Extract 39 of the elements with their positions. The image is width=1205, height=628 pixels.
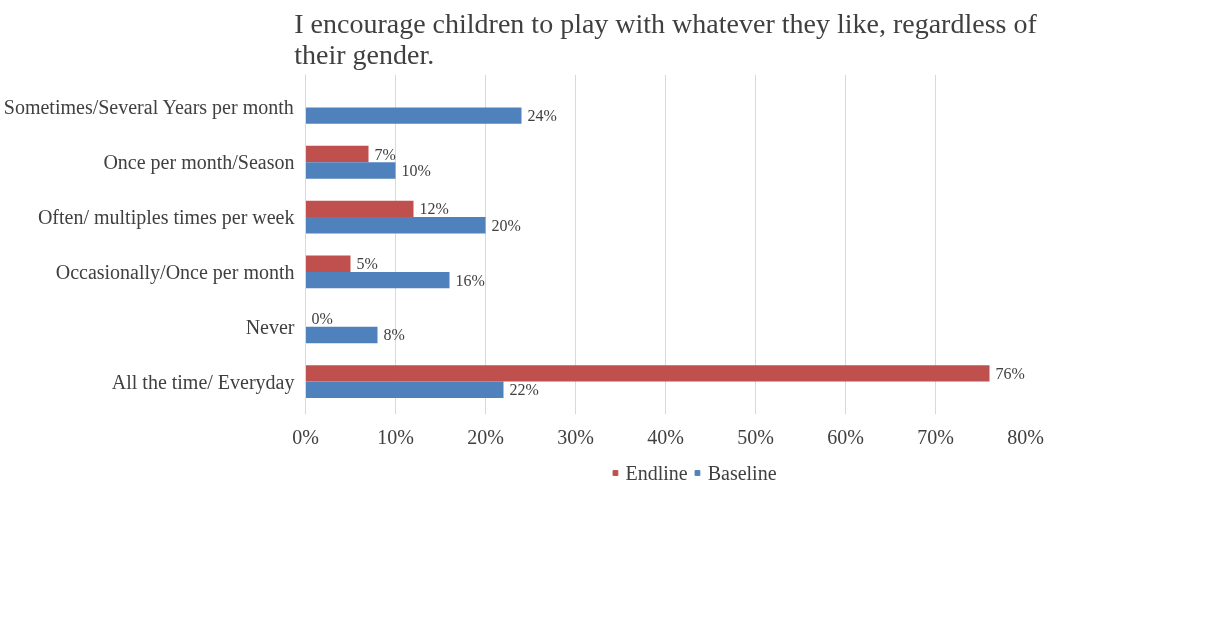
bar — [305, 200, 414, 218]
bar — [305, 365, 990, 382]
x-tick-label: 20% — [467, 425, 504, 448]
x-tick-label: 10% — [377, 425, 414, 448]
y-tick-label: Occasionally/Once per month — [55, 260, 295, 284]
y-tick-label: Never — [245, 315, 295, 338]
x-tick-label: 70% — [917, 425, 954, 448]
x-tick-label: 0% — [292, 425, 319, 448]
bar — [305, 271, 450, 289]
data-label: 20% — [491, 216, 521, 234]
data-label: 5% — [356, 255, 378, 273]
x-tick-label: 40% — [647, 425, 684, 448]
x-tick-label: 80% — [1007, 425, 1044, 448]
x-tick-label: 60% — [827, 425, 864, 448]
bar — [305, 326, 378, 344]
bar — [305, 162, 396, 179]
data-label: 16% — [455, 271, 485, 289]
bar — [305, 381, 504, 399]
data-label: 22% — [509, 381, 539, 399]
x-tick-label: 30% — [557, 425, 594, 448]
bar — [305, 145, 369, 163]
data-label: 7% — [374, 145, 396, 163]
y-tick-label: All the time/ Everyday — [111, 370, 295, 394]
legend-label: Baseline — [707, 461, 777, 484]
x-tick-label: 50% — [737, 425, 774, 448]
bar — [305, 255, 351, 272]
legend-label: Endline — [625, 461, 688, 484]
data-label: 8% — [383, 326, 405, 344]
y-tick-label: Sometimes/Several Years per month — [3, 96, 294, 120]
data-label: 24% — [527, 107, 557, 125]
bar — [305, 107, 522, 124]
chart-title: I encourage children to play with whatever they like, regardless of their gender. — [294, 7, 1038, 70]
y-tick-label: Often/ multiples times per week — [37, 206, 295, 230]
bar — [305, 217, 486, 234]
y-tick-label: Once per month/Season — [103, 151, 295, 175]
data-label: 10% — [401, 161, 431, 179]
data-label: 0% — [311, 310, 333, 328]
data-label: 12% — [419, 200, 449, 218]
data-label: 76% — [995, 364, 1025, 382]
